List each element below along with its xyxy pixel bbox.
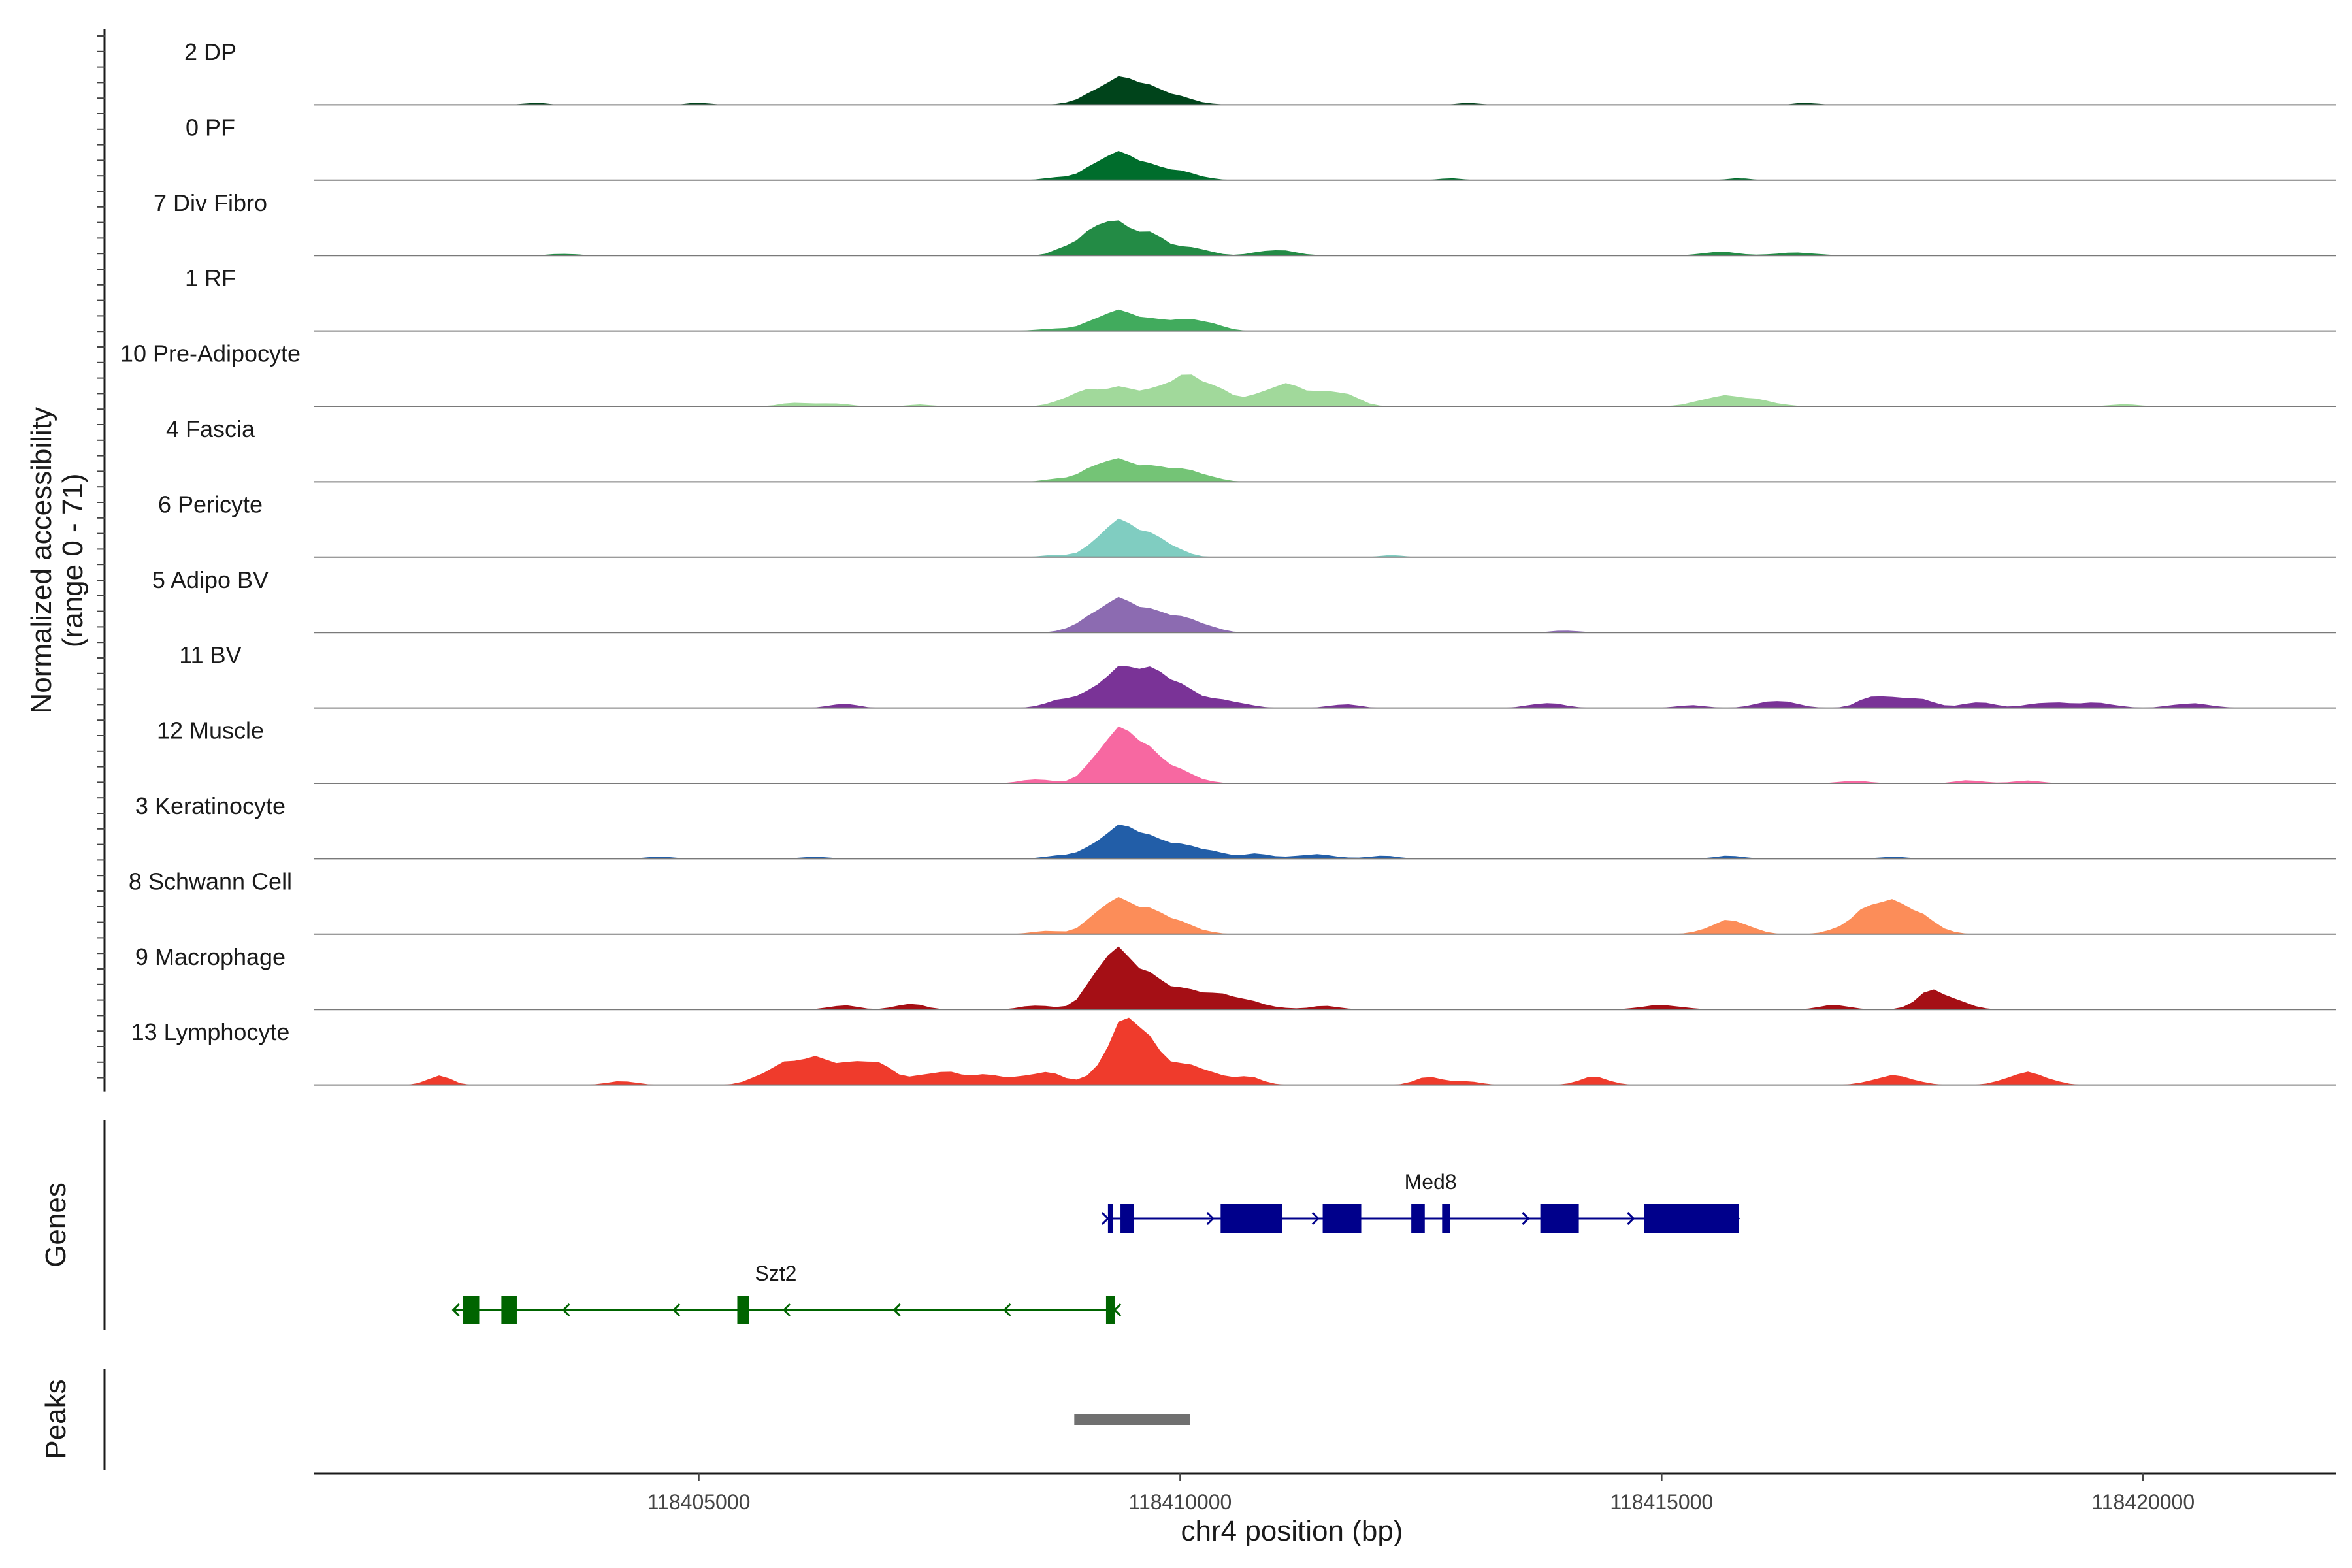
strand-arrow	[451, 1303, 460, 1317]
x-tick-label: 118415000	[1610, 1490, 1713, 1514]
gene-exon	[1442, 1204, 1450, 1233]
track-label: 6 Pericyte	[158, 491, 263, 517]
strand-arrow	[1101, 1211, 1110, 1226]
track-label: 9 Macrophage	[135, 943, 286, 970]
track-4: 10 Pre-Adipocyte	[120, 340, 2336, 407]
track-13: 13 Lymphocyte	[131, 1017, 2336, 1086]
strand-arrow	[1113, 1303, 1122, 1317]
track-label: 10 Pre-Adipocyte	[120, 340, 301, 367]
peak-region	[1074, 1414, 1190, 1425]
gene-exon	[1220, 1204, 1282, 1233]
x-axis: 118405000 118410000 118415000 118420000 chr4…	[314, 1472, 2336, 1547]
coverage-area	[314, 726, 2336, 783]
track-label: 2 DP	[184, 39, 237, 65]
gene-name-label: Med8	[1405, 1170, 1457, 1194]
coverage-area	[314, 309, 2336, 331]
track-10: 3 Keratinocyte	[135, 792, 2336, 860]
track-label: 7 Div Fibro	[154, 189, 267, 216]
track-label: 12 Muscle	[157, 717, 264, 744]
track-0: 2 DP	[184, 39, 2336, 106]
track-label: 5 Adipo BV	[152, 566, 269, 593]
track-9: 12 Muscle	[157, 717, 2336, 784]
gene-name-label: Szt2	[755, 1262, 796, 1285]
track-8: 11 BV	[179, 642, 2336, 709]
gene-exon	[1322, 1204, 1362, 1233]
track-2: 7 Div Fibro	[154, 189, 2336, 257]
gene-exon	[1105, 1296, 1115, 1324]
peaks-track: Peaks	[40, 1369, 1190, 1470]
gene-exon	[463, 1296, 480, 1324]
track-label: 3 Keratinocyte	[135, 792, 286, 819]
strand-arrow	[1522, 1211, 1530, 1226]
coverage-area	[314, 896, 2336, 934]
track-5: 4 Fascia	[166, 416, 2336, 483]
strand-arrow	[1003, 1303, 1011, 1317]
track-label: 11 BV	[179, 642, 241, 668]
strand-arrow	[1206, 1211, 1215, 1226]
x-axis-title: chr4 position (bp)	[1181, 1515, 1403, 1547]
track-label: 8 Schwann Cell	[129, 868, 292, 894]
coverage-area	[314, 220, 2336, 256]
gene-exon	[1120, 1204, 1134, 1233]
track-12: 9 Macrophage	[135, 943, 2336, 1011]
strand-arrow	[1627, 1211, 1635, 1226]
track-3: 1 RF	[185, 265, 2336, 332]
gene-exon	[1540, 1204, 1579, 1233]
track-label: 1 RF	[185, 265, 236, 291]
track-11: 8 Schwann Cell	[129, 868, 2336, 935]
track-label: 4 Fascia	[166, 416, 255, 442]
track-7: 5 Adipo BV	[152, 566, 2336, 634]
coverage-area	[314, 151, 2336, 180]
genes-track-title: Genes	[40, 1183, 72, 1267]
coverage-tracks: 2 DP 0 PF 7 Div Fibro 1 RF 10 Pre-Adipocyte 4…	[120, 39, 2336, 1086]
coverage-area	[314, 518, 2336, 557]
strand-arrow	[892, 1303, 901, 1317]
x-tick-label: 118405000	[647, 1490, 751, 1514]
track-1: 0 PF	[186, 114, 2336, 181]
strand-arrow	[672, 1303, 681, 1317]
strand-arrow	[782, 1303, 791, 1317]
gene-exon	[1644, 1204, 1739, 1233]
strand-arrow	[562, 1303, 570, 1317]
genes-track: Genes Med8 Szt2	[40, 1120, 1740, 1330]
gene-exon	[1107, 1204, 1113, 1233]
y-axis-subtitle: (range 0 - 71)	[57, 474, 89, 648]
coverage-area	[314, 458, 2336, 482]
strand-arrow	[1311, 1211, 1320, 1226]
gene-szt2: Szt2	[451, 1262, 1122, 1324]
gene-exon	[501, 1296, 517, 1324]
track-label: 13 Lymphocyte	[131, 1019, 290, 1045]
gene-med8: Med8	[1101, 1170, 1740, 1233]
coverage-area	[314, 666, 2336, 708]
coverage-area	[314, 596, 2336, 633]
peaks-track-title: Peaks	[40, 1379, 72, 1459]
coverage-area	[314, 824, 2336, 859]
coverage-area	[314, 374, 2336, 406]
track-label: 0 PF	[186, 114, 235, 140]
track-6: 6 Pericyte	[158, 491, 2336, 558]
x-tick-label: 118420000	[2091, 1490, 2195, 1514]
y-axis-title: Normalized accessibility	[25, 407, 57, 713]
gene-exon	[737, 1296, 749, 1324]
x-tick-label: 118410000	[1129, 1490, 1232, 1514]
coverage-area	[314, 1017, 2336, 1085]
coverage-area	[314, 946, 2336, 1010]
y-axis: Normalized accessibility (range 0 - 71)	[25, 29, 106, 1092]
gene-exon	[1411, 1204, 1425, 1233]
coverage-area	[314, 76, 2336, 105]
